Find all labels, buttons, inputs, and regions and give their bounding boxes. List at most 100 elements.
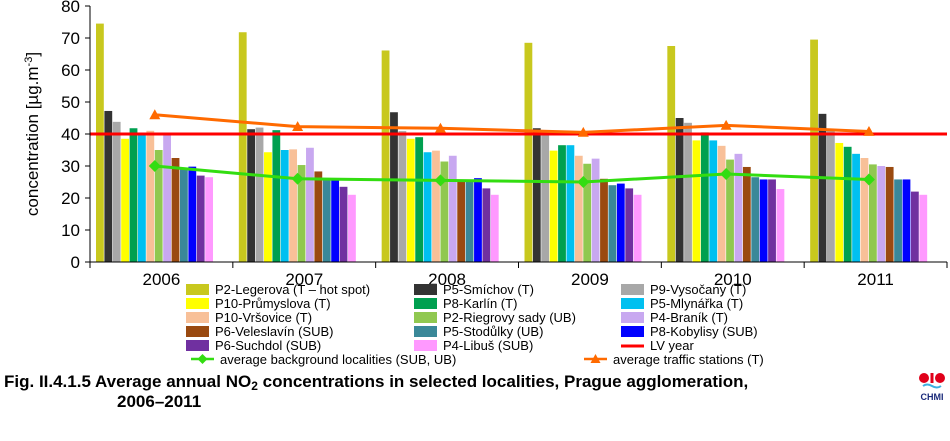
bar [415,137,424,262]
bar [423,152,432,262]
y-tick-label: 50 [61,93,80,112]
bar [776,189,785,262]
y-tick-label: 20 [61,189,80,208]
bar [835,142,844,262]
bar [474,178,482,262]
bar [188,166,197,262]
bar [885,166,894,262]
no2-bar-chart: concentration [µg.m-3] 0 10 20 30 40 50 60 70 80… [23,0,948,367]
bar [667,46,676,262]
bar [566,145,575,262]
bar [297,165,306,262]
line-point [148,160,161,172]
bar [591,158,600,262]
average-lines-group [148,109,875,188]
bar [700,132,709,262]
bar [272,130,281,262]
bar [280,150,289,262]
bar [448,155,457,262]
bar [154,150,163,262]
bar [524,42,533,262]
bar [810,39,818,262]
bar [112,121,121,262]
legend-swatch [621,298,644,309]
bar [532,128,541,262]
y-axis-title: concentration [µg.m-3] [23,52,42,216]
legend-swatch [414,298,437,309]
line-point [720,168,733,180]
legend-label: average background localities (SUB, UB) [220,352,456,367]
y-tick-label: 10 [61,221,80,240]
bar [432,150,440,262]
logo-text: CHMI [921,392,944,402]
legend-swatch [414,326,437,337]
legend-swatch [414,284,437,295]
bar [339,186,348,262]
legend-swatch [186,326,209,337]
bar [264,152,272,262]
bar [306,147,314,262]
y-tick-label: 40 [61,125,80,144]
line-point [862,173,875,186]
legend-swatch [186,284,209,295]
legend-label: P4-Braník (T) [650,310,728,325]
line-point [720,119,732,130]
bar [381,50,390,263]
line-point [577,126,589,137]
bar [608,185,617,262]
bar [322,178,331,262]
bar [457,182,466,262]
axes-group: 0 10 20 30 40 50 60 70 80 2006 2007 2008 2009 2010 201… [61,0,948,289]
legend-label: P5-Stodůlky (UB) [443,324,543,339]
bar [549,150,558,262]
bar [625,188,634,262]
bar [902,179,911,262]
caption-suffix: concentrations in selected localities, P… [257,372,749,391]
bar [558,145,566,262]
bar [574,155,583,262]
bar [742,166,751,262]
bar [709,140,718,262]
bars-group [96,23,928,263]
bar [196,175,205,262]
bar [129,128,138,262]
legend-label: P2-Riegrovy sady (UB) [443,310,576,325]
bar [490,194,499,262]
y-tick-label: 30 [61,157,80,176]
y-tick-label: 0 [71,253,80,272]
legend-swatch [186,298,209,309]
bar [205,177,213,262]
series-line [154,113,870,134]
x-tick-label: 2010 [714,270,752,289]
bar [398,131,407,262]
legend-marker [197,354,208,364]
chmi-logo: CHMI [918,372,946,404]
bar [726,159,734,262]
bar [440,161,449,262]
bar [860,158,869,262]
legend-label: P2-Legerova (T – hot spot) [215,282,370,297]
bar [121,138,129,262]
caption-years: 2006–2011 [117,392,202,411]
bar [289,149,298,262]
line-point [434,174,447,187]
bar [843,146,852,262]
bar [852,153,860,262]
bar [717,145,726,262]
y-tick-label: 80 [61,0,80,16]
line-point [577,176,590,188]
legend-label: P8-Karlín (T) [443,296,517,311]
legend-swatch [414,340,437,351]
bar [163,134,171,262]
bar [633,194,642,262]
legend-swatch [621,326,644,337]
bar [616,183,625,262]
bar [96,23,104,262]
figure-caption: Fig. II.4.1.5 Average annual NO2 concent… [4,372,944,412]
legend-label: P6-Suchdol (SUB) [215,338,321,353]
bar [818,113,827,262]
bar [314,171,323,262]
x-tick-label: 2011 [857,270,894,289]
x-tick-label: 2008 [428,270,466,289]
y-axis-label: concentration [µg.m-3] [23,52,42,216]
